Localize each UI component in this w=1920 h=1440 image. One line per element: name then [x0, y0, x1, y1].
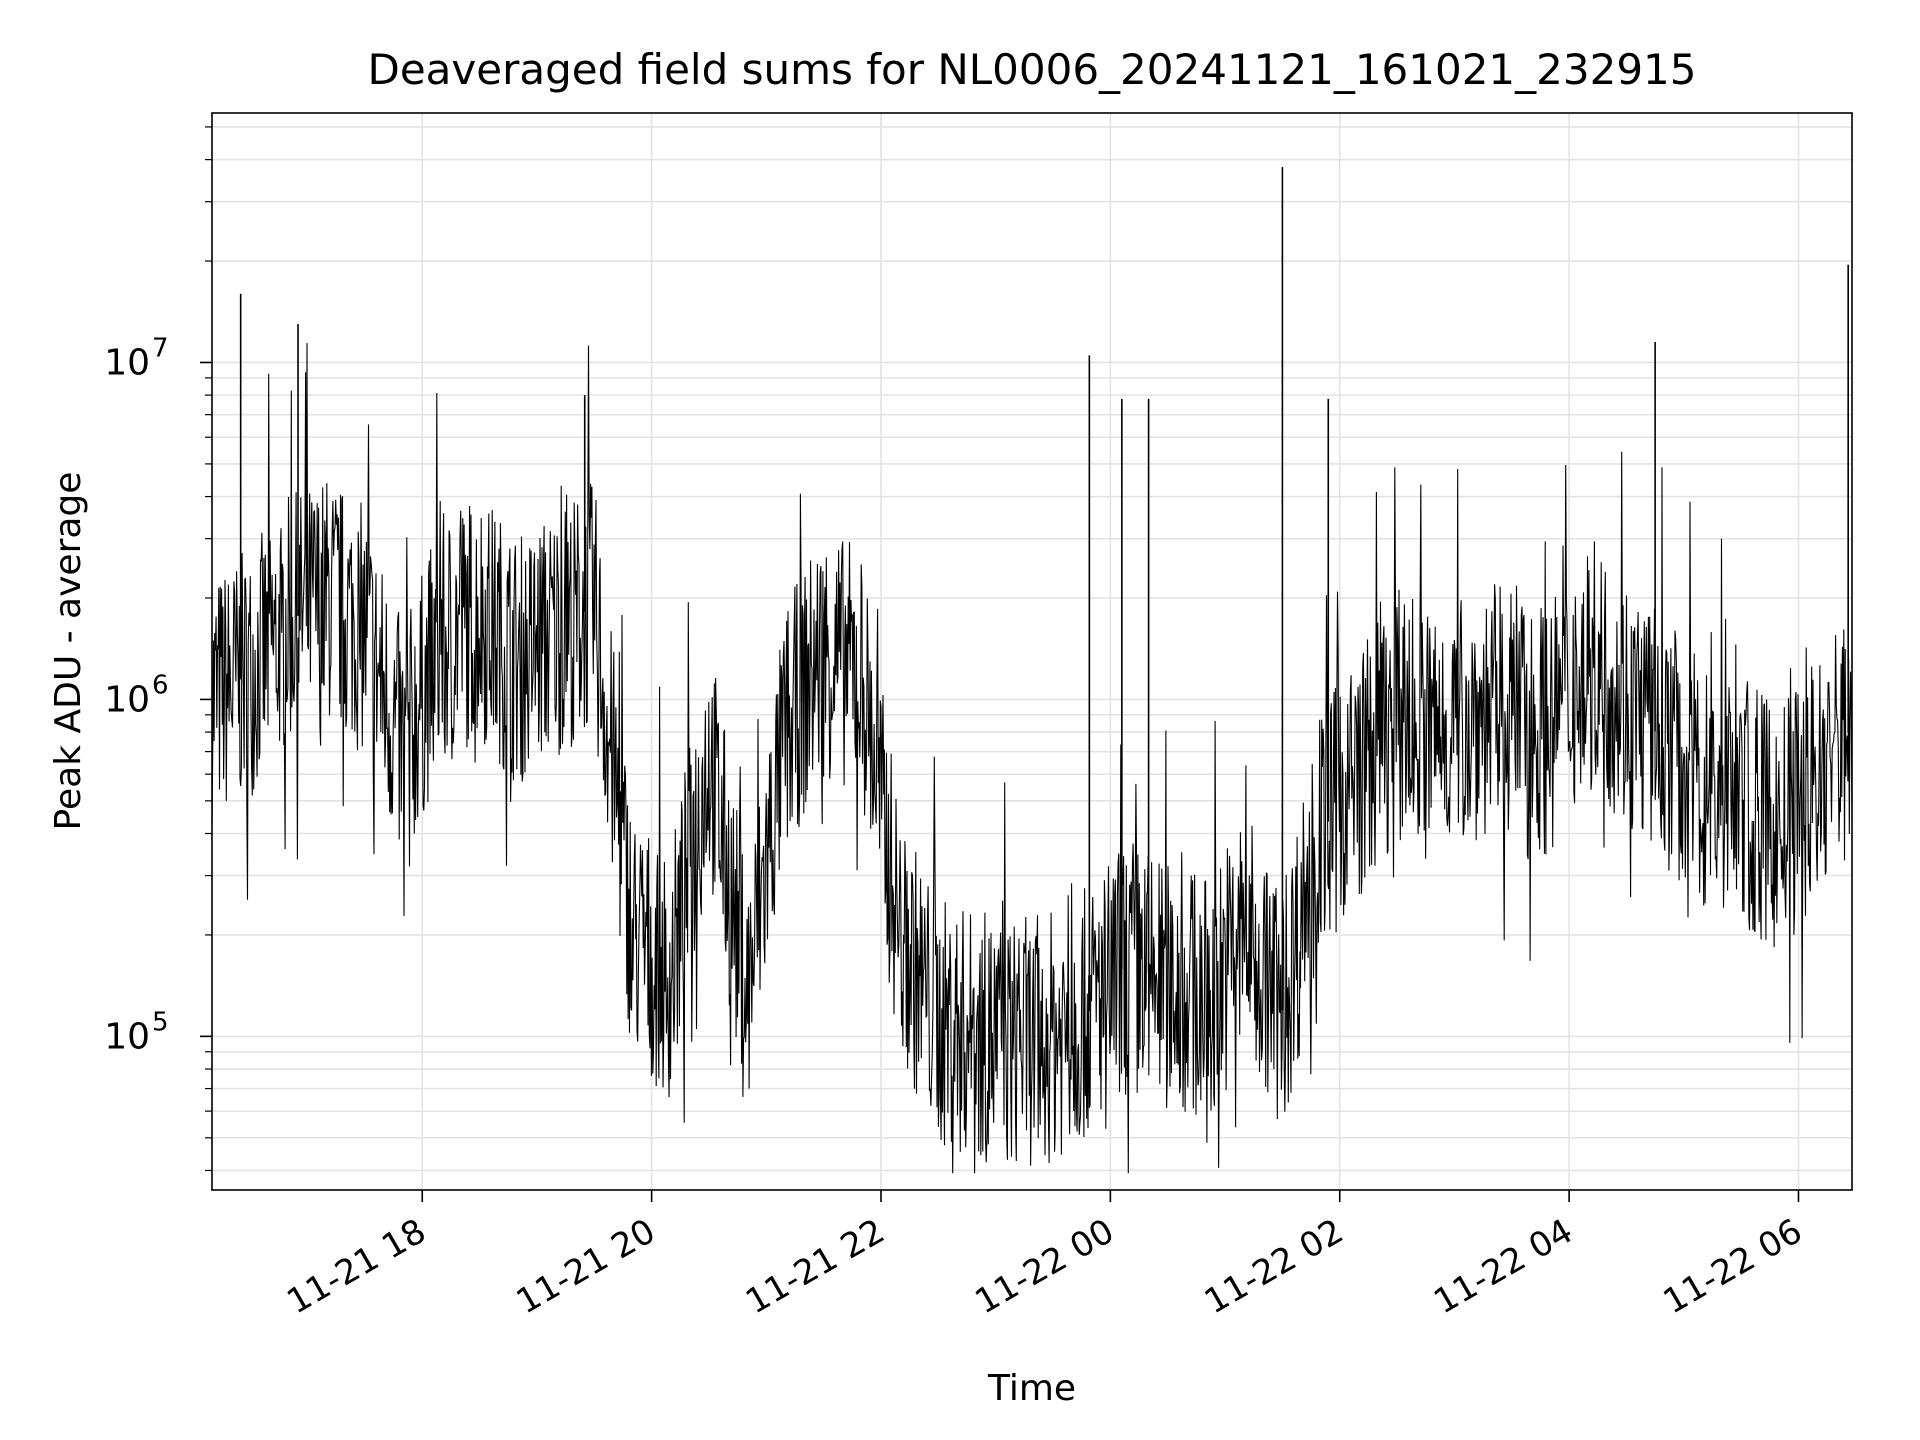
- x-tick-label: 11-22 02: [1198, 1211, 1350, 1322]
- x-tick-label: 11-21 22: [739, 1211, 891, 1322]
- plot-frame: [211, 112, 1853, 1191]
- x-tick-label: 11-22 04: [1427, 1211, 1579, 1322]
- x-tick-label: 11-21 20: [510, 1211, 662, 1322]
- y-tick-label-exponent: 5: [152, 1007, 169, 1037]
- chart-title: Deaveraged field sums for NL0006_2024112…: [368, 45, 1697, 94]
- y-tick-label-exponent: 6: [152, 670, 169, 700]
- y-tick-label: 10: [104, 679, 150, 720]
- y-tick-label-exponent: 7: [152, 333, 169, 363]
- series-line: [211, 343, 1853, 1174]
- y-axis-label: Peak ADU - average: [48, 472, 89, 831]
- x-tick-label: 11-21 18: [280, 1211, 432, 1322]
- x-axis-label: Time: [987, 1368, 1076, 1409]
- y-tick-label: 10: [104, 342, 150, 383]
- data-layer: [211, 167, 1853, 1174]
- x-tick-label: 11-22 06: [1657, 1211, 1809, 1322]
- y-tick-label: 10: [104, 1016, 150, 1057]
- x-tick-label: 11-22 00: [968, 1211, 1120, 1322]
